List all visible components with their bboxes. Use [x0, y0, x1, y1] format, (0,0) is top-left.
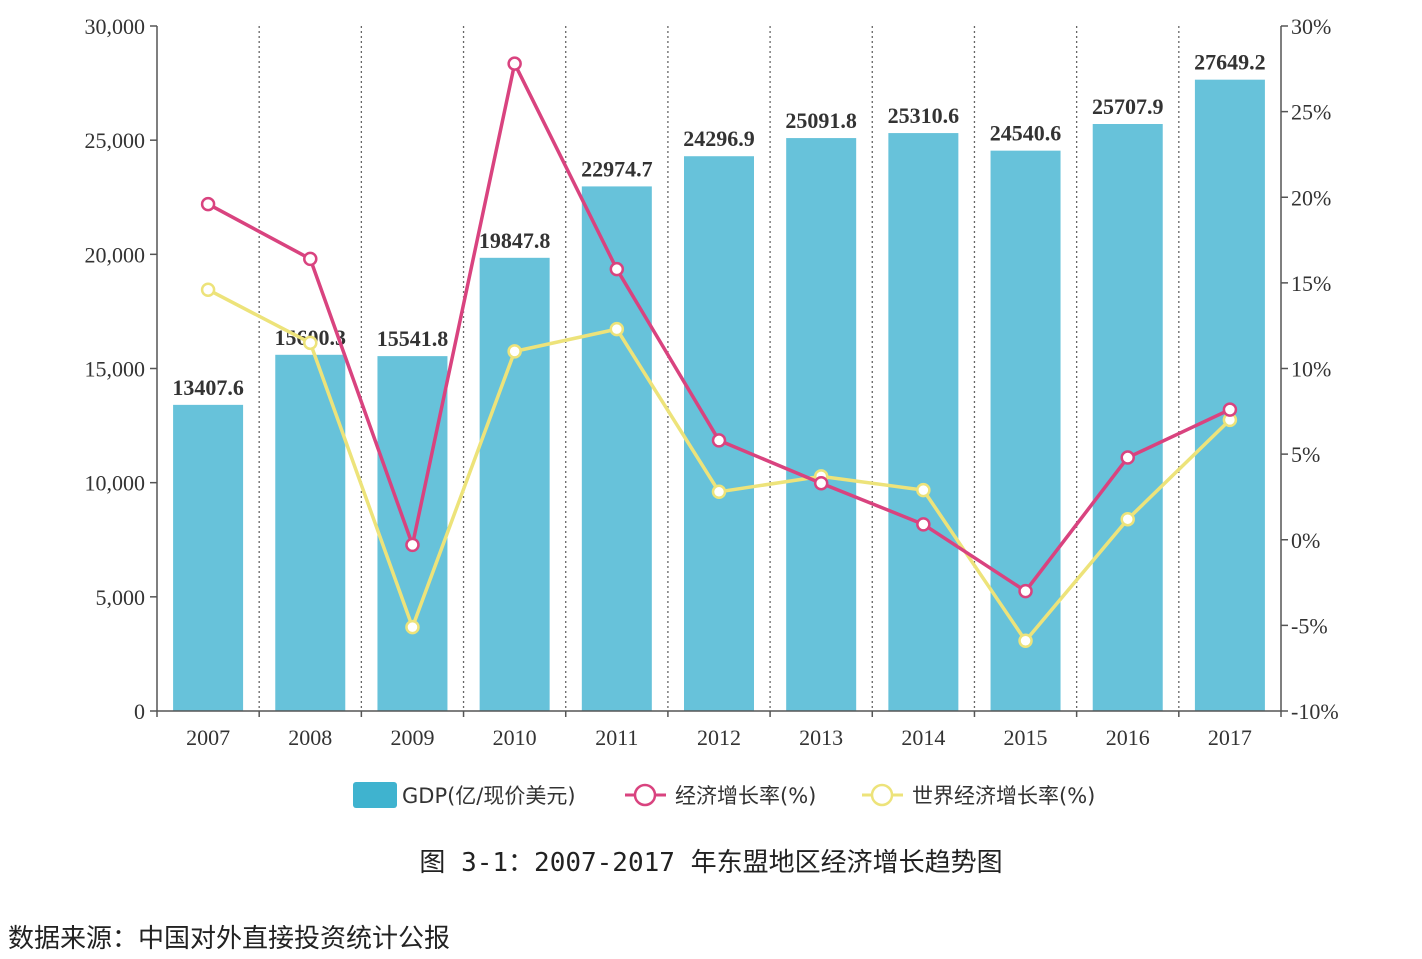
x-tick-label-2008: 2008 — [288, 725, 332, 750]
y-right-tick-label: 15% — [1291, 271, 1331, 296]
x-tick-label-2009: 2009 — [390, 725, 434, 750]
asean-growth-point-2010 — [507, 56, 522, 71]
gdp-bar-2015 — [990, 150, 1061, 711]
x-tick-label-2013: 2013 — [799, 725, 843, 750]
legend-gdp-swatch — [353, 782, 397, 808]
asean-growth-point-2007 — [200, 196, 216, 212]
y-left-tick-label: 0 — [134, 699, 145, 724]
y-left-tick-label: 25,000 — [85, 128, 146, 153]
world-growth-point-2016 — [1120, 511, 1135, 527]
world-growth-point-2015 — [1018, 633, 1033, 649]
asean-growth-point-2013 — [813, 475, 829, 491]
world-growth-point-2012 — [711, 484, 727, 500]
y-right-tick-label: 25% — [1291, 100, 1331, 125]
gdp-bar-label-2016: 25707.9 — [1092, 94, 1164, 119]
x-tick-label-2012: 2012 — [697, 725, 741, 750]
world-growth-point-2009 — [405, 619, 420, 635]
x-tick-label-2007: 2007 — [186, 725, 230, 750]
gdp-bar-label-2011: 22974.7 — [581, 156, 653, 181]
y-right-tick-label: -10% — [1291, 699, 1339, 724]
y-left-tick-label: 30,000 — [85, 14, 146, 39]
y-right-tick-label: -5% — [1291, 613, 1328, 638]
y-left-tick-label: 5,000 — [96, 585, 146, 610]
gdp-bar-2008 — [275, 354, 346, 711]
world-growth-point-2008 — [303, 335, 318, 351]
gdp-bar-label-2014: 25310.6 — [888, 103, 960, 128]
gdp-bar-2017 — [1194, 79, 1265, 712]
legend-world-growth-marker — [870, 783, 894, 807]
legend-gdp-label: GDP(亿/现价美元) — [402, 784, 576, 808]
asean-growth-point-2011 — [609, 261, 625, 277]
x-tick-label-2010: 2010 — [493, 725, 537, 750]
y-left-tick-label: 15,000 — [85, 357, 146, 382]
world-growth-point-2007 — [200, 282, 216, 297]
asean-growth-point-2017 — [1222, 402, 1238, 417]
data-source-note: 数据来源：中国对外直接投资统计公报 — [8, 924, 451, 954]
world-growth-point-2011 — [609, 321, 625, 337]
gdp-bar-2009 — [377, 356, 448, 711]
x-tick-label-2017: 2017 — [1208, 725, 1252, 750]
gdp-bar-2013 — [786, 138, 857, 712]
asean-growth-point-2014 — [916, 517, 931, 532]
gdp-bar-label-2012: 24296.9 — [683, 126, 755, 151]
y-right-tick-label: 30% — [1291, 14, 1331, 39]
legend: GDP(亿/现价美元) 经济增长率(%) 世界经济增长率(%) — [353, 782, 1095, 808]
gdp-bar-2014 — [888, 133, 959, 711]
x-tick-label-2014: 2014 — [901, 725, 945, 750]
y-right-tick-label: 0% — [1291, 528, 1320, 553]
asean-growth-point-2012 — [711, 433, 727, 448]
gdp-bar-label-2015: 24540.6 — [990, 121, 1062, 146]
gdp-bar-label-2009: 15541.8 — [377, 326, 449, 351]
x-tick-label-2016: 2016 — [1106, 725, 1150, 750]
y-left-tick-label: 10,000 — [85, 471, 146, 496]
asean-growth-point-2015 — [1018, 583, 1033, 599]
x-tick-label-2015: 2015 — [1004, 725, 1048, 750]
asean-growth-point-2016 — [1120, 450, 1135, 465]
axes: 0 5,000 10,000 15,000 20,000 25,000 30,000 -10%… — [85, 14, 1339, 750]
gdp-bar-2007 — [173, 404, 244, 711]
legend-asean-growth-marker — [633, 783, 657, 807]
world-growth-point-2010 — [507, 344, 522, 359]
x-tick-label-2011: 2011 — [595, 725, 638, 750]
y-right-tick-label: 10% — [1291, 357, 1331, 382]
bars — [173, 79, 1265, 712]
grid-lines — [258, 26, 1180, 711]
asean-growth-point-2009 — [405, 537, 420, 553]
gdp-bar-2016 — [1092, 124, 1163, 712]
world-growth-point-2014 — [916, 482, 931, 498]
gdp-bar-label-2007: 13407.6 — [172, 375, 244, 400]
gdp-bar-label-2013: 25091.8 — [785, 108, 857, 133]
chart: 13407.615600.315541.819847.822974.724296… — [85, 14, 1339, 808]
figure-caption: 图 3-1：2007-2017 年东盟地区经济增长趋势图 — [419, 848, 1003, 878]
gdp-bar-label-2017: 27649.2 — [1194, 50, 1266, 75]
legend-asean-growth-label: 经济增长率(%) — [675, 784, 816, 808]
y-left-tick-label: 20,000 — [85, 242, 146, 267]
y-right-tick-label: 5% — [1291, 442, 1320, 467]
gdp-bar-label-2010: 19847.8 — [479, 228, 551, 253]
legend-world-growth-label: 世界经济增长率(%) — [912, 784, 1095, 808]
gdp-bar-2010 — [479, 257, 550, 711]
y-right-tick-label: 20% — [1291, 185, 1331, 210]
lines — [200, 56, 1238, 649]
asean-growth-point-2008 — [303, 251, 318, 267]
